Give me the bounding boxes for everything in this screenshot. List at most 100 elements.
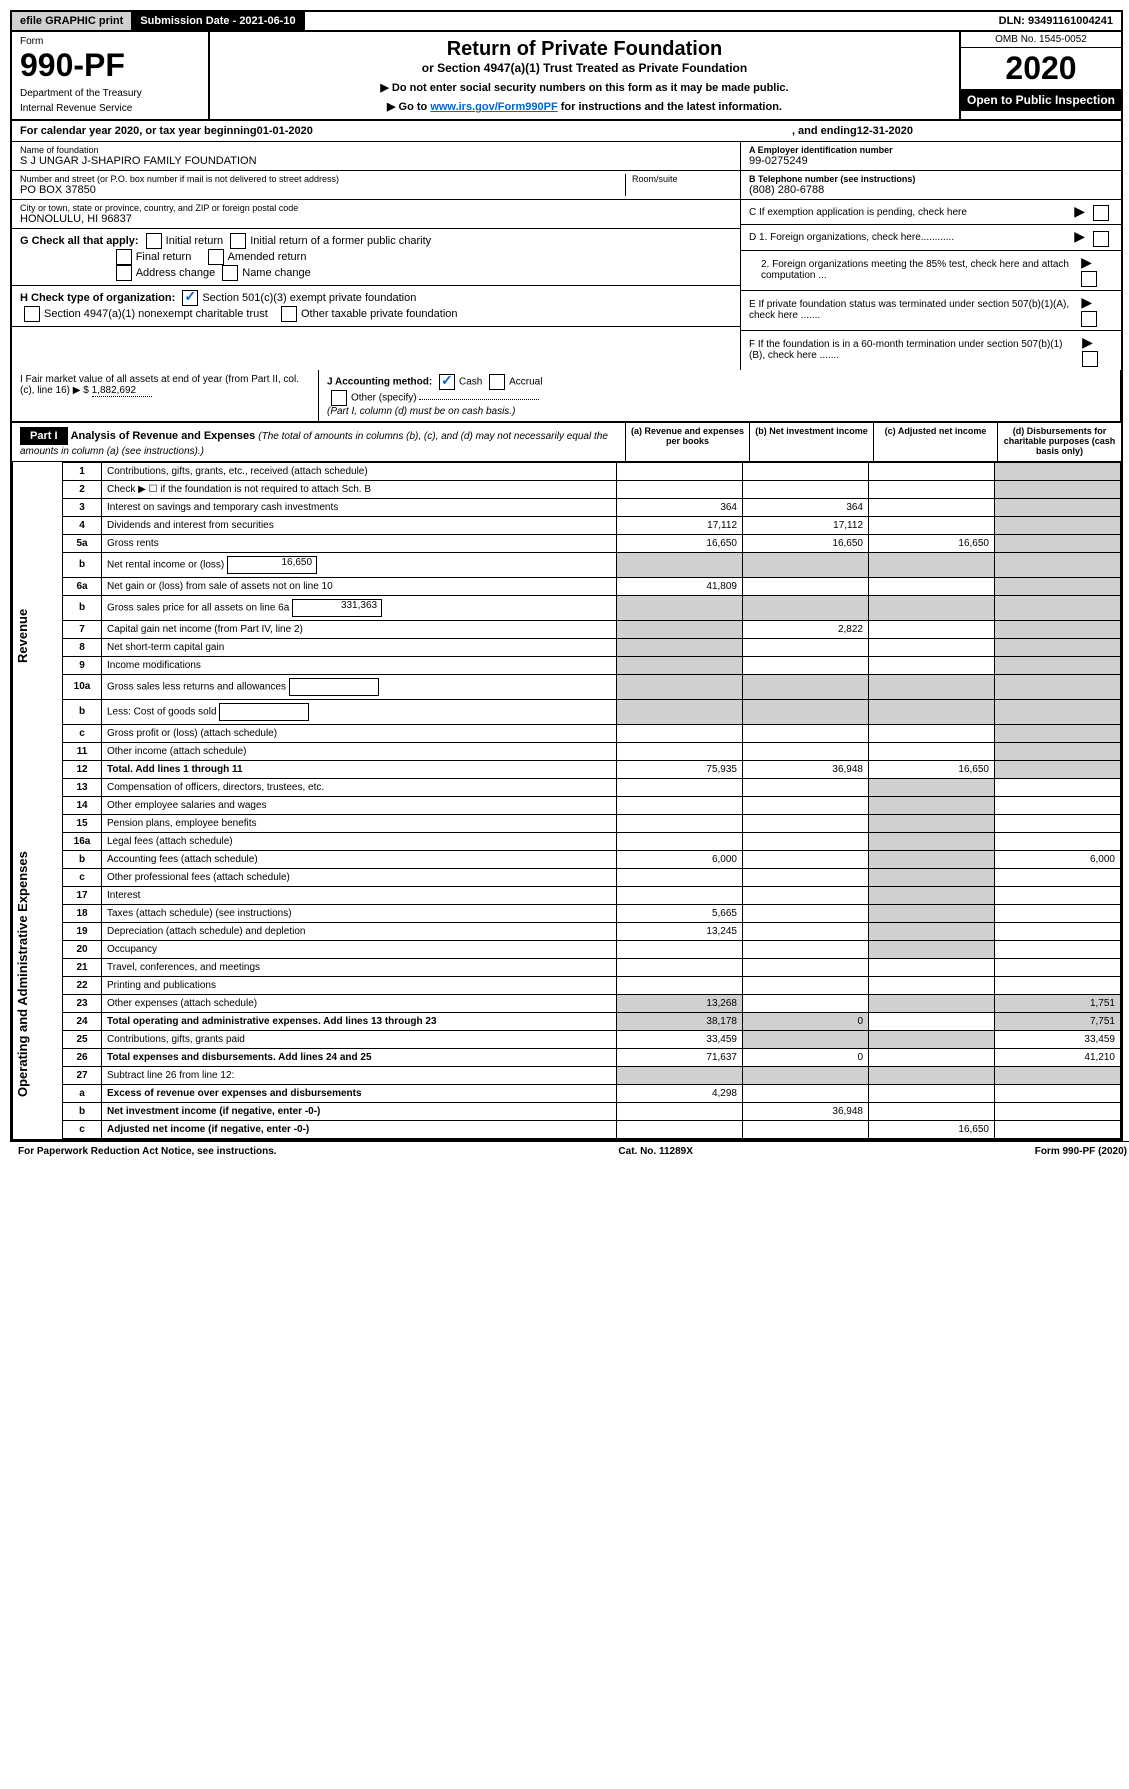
check-accrual[interactable] (489, 374, 505, 390)
line-number: c (63, 1120, 102, 1138)
cell-dd (995, 534, 1121, 552)
expenses-table: 1Contributions, gifts, grants, etc., rec… (62, 462, 1121, 1139)
check-501c3[interactable] (182, 290, 198, 306)
line-desc: Net short-term capital gain (102, 638, 617, 656)
check-other-taxable[interactable] (281, 306, 297, 322)
cell-a (617, 620, 743, 638)
form-number: 990-PF (20, 47, 200, 84)
line-desc: Less: Cost of goods sold (102, 699, 617, 724)
cell-a (617, 958, 743, 976)
cell-dd (995, 1120, 1121, 1138)
cell-b (743, 742, 869, 760)
cell-b (743, 1084, 869, 1102)
instr-1: ▶ Do not enter social security numbers o… (216, 81, 953, 94)
cell-c (869, 796, 995, 814)
cell-a: 13,245 (617, 922, 743, 940)
table-row: 20Occupancy (63, 940, 1121, 958)
side-expenses: Operating and Administrative Expenses (12, 810, 62, 1139)
table-row: aExcess of revenue over expenses and dis… (63, 1084, 1121, 1102)
cell-b: 16,650 (743, 534, 869, 552)
cell-c (869, 620, 995, 638)
check-4947a1[interactable] (24, 306, 40, 322)
line-desc: Gross sales price for all assets on line… (102, 595, 617, 620)
line-number: 24 (63, 1012, 102, 1030)
table-row: 14Other employee salaries and wages (63, 796, 1121, 814)
cell-c: 16,650 (869, 760, 995, 778)
addr-label: Number and street (or P.O. box number if… (20, 174, 625, 184)
cell-a: 6,000 (617, 850, 743, 868)
line-desc: Gross profit or (loss) (attach schedule) (102, 724, 617, 742)
table-row: 3Interest on savings and temporary cash … (63, 498, 1121, 516)
check-initial-return[interactable] (146, 233, 162, 249)
table-row: 4Dividends and interest from securities1… (63, 516, 1121, 534)
line-number: c (63, 868, 102, 886)
cell-dd: 33,459 (995, 1030, 1121, 1048)
cell-b (743, 850, 869, 868)
e-label: E If private foundation status was termi… (749, 299, 1077, 321)
g-checks: G Check all that apply: Initial return I… (12, 229, 740, 286)
cell-dd (995, 516, 1121, 534)
cell-a (617, 674, 743, 699)
check-f[interactable] (1082, 351, 1098, 367)
check-amended[interactable] (208, 249, 224, 265)
table-row: 27Subtract line 26 from line 12: (63, 1066, 1121, 1084)
line-number: 27 (63, 1066, 102, 1084)
line-number: 26 (63, 1048, 102, 1066)
cell-b: 36,948 (743, 1102, 869, 1120)
table-row: 8Net short-term capital gain (63, 638, 1121, 656)
year-end: 12-31-2020 (857, 125, 913, 137)
form-subtitle: or Section 4947(a)(1) Trust Treated as P… (216, 61, 953, 75)
line-desc: Compensation of officers, directors, tru… (102, 778, 617, 796)
footer: For Paperwork Reduction Act Notice, see … (10, 1141, 1129, 1161)
cell-dd: 1,751 (995, 994, 1121, 1012)
foundation-name: S J UNGAR J-SHAPIRO FAMILY FOUNDATION (20, 155, 732, 167)
check-d2[interactable] (1081, 271, 1097, 287)
c-label: C If exemption application is pending, c… (749, 207, 967, 218)
cell-b (743, 577, 869, 595)
table-row: bAccounting fees (attach schedule)6,0006… (63, 850, 1121, 868)
cell-b (743, 638, 869, 656)
line-number: 20 (63, 940, 102, 958)
table-row: cAdjusted net income (if negative, enter… (63, 1120, 1121, 1138)
cell-c (869, 638, 995, 656)
cell-c (869, 1048, 995, 1066)
col-a: (a) Revenue and expenses per books (625, 423, 749, 461)
cell-dd (995, 1084, 1121, 1102)
check-addr-change[interactable] (116, 265, 132, 281)
cell-dd (995, 1066, 1121, 1084)
line-desc: Contributions, gifts, grants, etc., rece… (102, 462, 617, 480)
cell-dd (995, 674, 1121, 699)
cell-a (617, 868, 743, 886)
line-number: c (63, 724, 102, 742)
check-final-return[interactable] (116, 249, 132, 265)
line-number: 19 (63, 922, 102, 940)
cell-b (743, 462, 869, 480)
line-number: b (63, 850, 102, 868)
cell-dd (995, 940, 1121, 958)
cell-dd: 7,751 (995, 1012, 1121, 1030)
line-desc: Total. Add lines 1 through 11 (102, 760, 617, 778)
line-number: 14 (63, 796, 102, 814)
check-e[interactable] (1081, 311, 1097, 327)
check-d1[interactable] (1093, 231, 1109, 247)
check-cash[interactable] (439, 374, 455, 390)
cell-b (743, 1030, 869, 1048)
line-number: 8 (63, 638, 102, 656)
irs-link[interactable]: www.irs.gov/Form990PF (430, 101, 557, 113)
check-other-method[interactable] (331, 390, 347, 406)
line-desc: Other income (attach schedule) (102, 742, 617, 760)
line-number: 3 (63, 498, 102, 516)
i-j-row: I Fair market value of all assets at end… (12, 370, 1121, 423)
line-desc: Total operating and administrative expen… (102, 1012, 617, 1030)
check-c[interactable] (1093, 205, 1109, 221)
cell-b (743, 1066, 869, 1084)
table-row: 7Capital gain net income (from Part IV, … (63, 620, 1121, 638)
efile-label: efile GRAPHIC print (12, 12, 132, 30)
check-name-change[interactable] (222, 265, 238, 281)
room-label: Room/suite (632, 174, 732, 184)
cell-a: 33,459 (617, 1030, 743, 1048)
cell-b (743, 656, 869, 674)
line-desc: Net rental income or (loss) 16,650 (102, 552, 617, 577)
cell-a: 16,650 (617, 534, 743, 552)
check-initial-former[interactable] (230, 233, 246, 249)
